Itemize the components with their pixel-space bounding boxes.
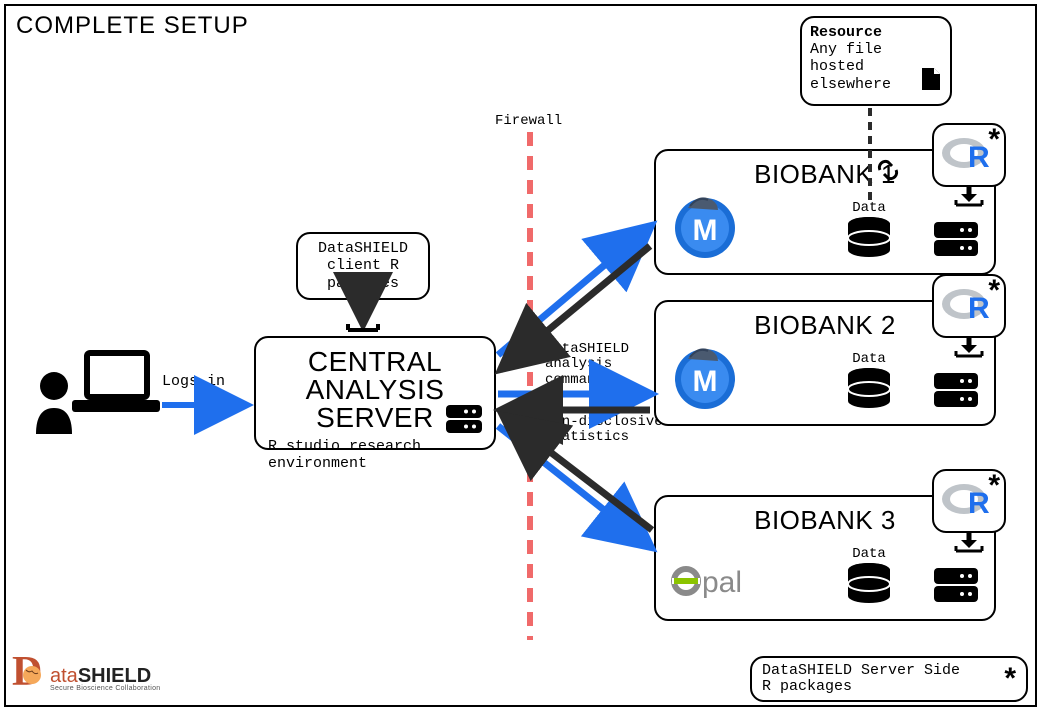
r-package-box-3: R * — [932, 469, 1006, 533]
r-logo-icon: R — [940, 284, 992, 324]
download-icon — [952, 531, 986, 555]
logo-sub: Secure Bioscience Collaboration — [50, 686, 160, 692]
resource-title: Resource — [810, 24, 942, 41]
logo-ata: ata — [50, 665, 78, 687]
database-icon — [846, 216, 892, 260]
server-icon — [932, 220, 980, 258]
analysis-commands-label: DataSHIELD analysis commands — [545, 342, 629, 388]
asterisk-icon: * — [1004, 662, 1016, 696]
server-packages-text: DataSHIELD Server Side R packages — [762, 663, 998, 696]
server-icon — [932, 371, 980, 409]
armadillo-logo-icon: M — [670, 190, 740, 260]
svg-text:M: M — [693, 365, 718, 398]
database-icon — [846, 367, 892, 411]
r-package-box-2: R * — [932, 274, 1006, 338]
server-icon — [444, 403, 484, 435]
r-logo-icon: R — [940, 479, 992, 519]
data-label: Data — [846, 351, 892, 367]
resource-box: Resource Any file hosted elsewhere — [800, 16, 952, 106]
data-label: Data — [846, 200, 892, 216]
svg-text:pal: pal — [702, 566, 742, 599]
file-icon — [920, 66, 942, 92]
page-title: Complete Setup — [16, 12, 249, 40]
asterisk-icon: * — [988, 469, 1000, 503]
central-sub: R studio research environment — [268, 438, 482, 472]
statistics-label: Non-disclosive statistics — [545, 415, 663, 446]
firewall-label: Firewall — [495, 113, 562, 129]
user-laptop-icon — [30, 342, 160, 452]
svg-text:R: R — [968, 487, 990, 519]
data-label: Data — [846, 546, 892, 562]
logs-in-label: Logs in — [162, 373, 225, 390]
client-packages-box: DataSHIELD client R packages — [296, 232, 430, 300]
svg-text:R: R — [968, 141, 990, 173]
r-logo-icon: R — [940, 133, 992, 173]
svg-text:R: R — [968, 292, 990, 324]
central-server-box: Central Analysis Server R studio researc… — [254, 336, 496, 450]
r-package-box-1: R * — [932, 123, 1006, 187]
opal-logo-icon: pal — [670, 556, 780, 606]
database-icon — [846, 562, 892, 606]
datashield-logo: D ataSHIELD Secure Bioscience Collaborat… — [12, 652, 160, 696]
download-icon — [952, 185, 986, 209]
server-packages-legend: DataSHIELD Server Side R packages * — [750, 656, 1028, 702]
logo-shield: SHIELD — [78, 665, 151, 687]
client-packages-text: DataSHIELD client R packages — [306, 240, 420, 292]
download-icon — [952, 336, 986, 360]
svg-text:M: M — [693, 214, 718, 247]
globe-icon — [21, 664, 43, 686]
asterisk-icon: * — [988, 123, 1000, 157]
server-icon — [932, 566, 980, 604]
armadillo-logo-icon: M — [670, 341, 740, 411]
asterisk-icon: * — [988, 274, 1000, 308]
